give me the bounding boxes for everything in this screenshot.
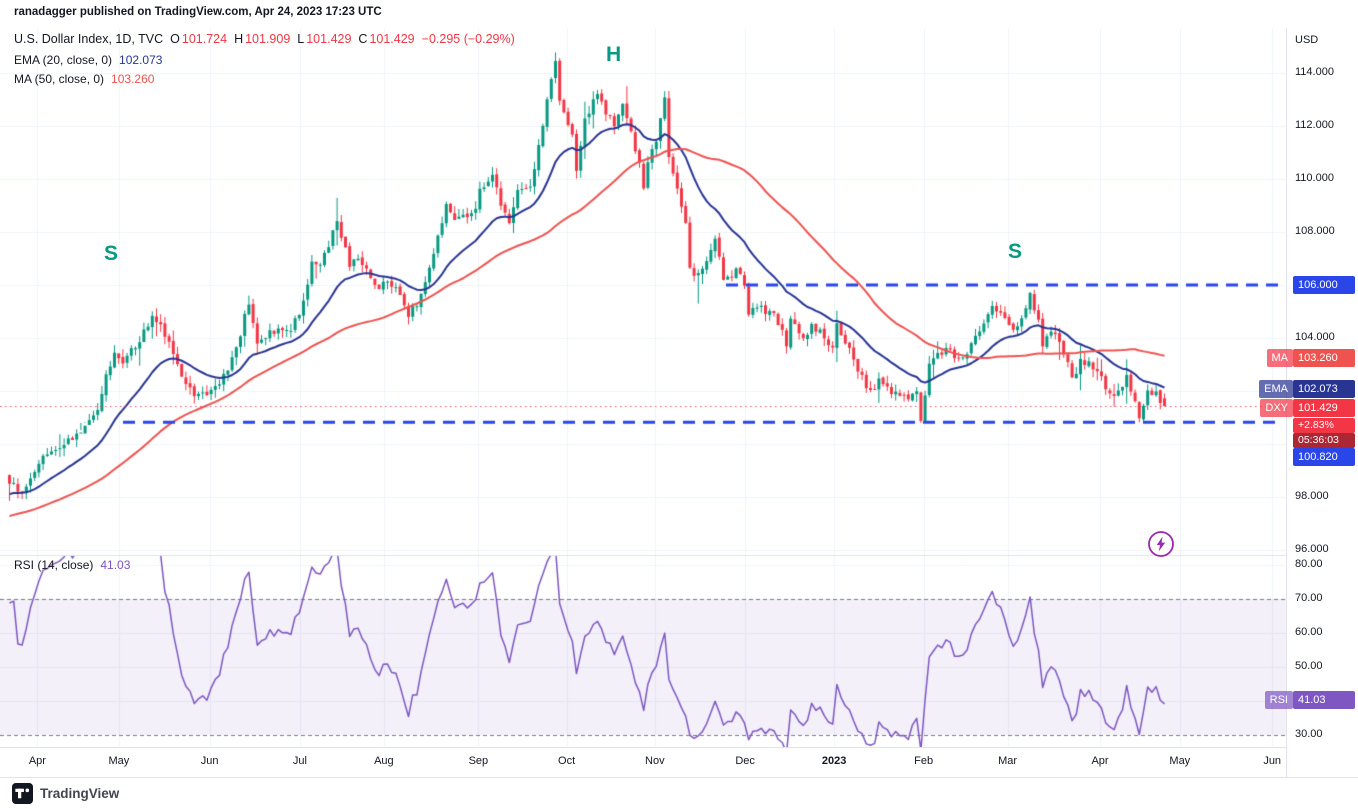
time-tick-label: Jun: [1263, 755, 1282, 767]
dxy-axis-name: DXY: [1260, 399, 1293, 417]
price-tick-label: 104.000: [1295, 331, 1335, 344]
time-tick-label: Sep: [468, 755, 489, 767]
price-tick-label: 98.000: [1295, 490, 1329, 503]
tradingview-logo[interactable]: TradingView: [12, 783, 119, 804]
ma-legend-value: 103.260: [111, 72, 155, 86]
price-tick-label: 96.000: [1295, 543, 1329, 556]
time-tick-label: May: [108, 755, 130, 767]
rsi-axis-name: RSI: [1264, 691, 1293, 709]
level-106-axis-label: 106.000: [1293, 276, 1355, 294]
time-tick-label: Dec: [735, 755, 755, 767]
symbol-legend[interactable]: U.S. Dollar Index, 1D, TVC O 101.724 H 101…: [14, 32, 515, 46]
time-tick-label: Aug: [374, 755, 394, 767]
price-tick-label: 114.000: [1295, 66, 1334, 79]
time-axis[interactable]: Apr May Jun Jul Aug Sep Oct Nov Dec 2023 Feb Mar Apr…: [0, 747, 1286, 778]
rsi-legend-label: RSI (14, close): [14, 558, 94, 572]
countdown-axis-label: 05:36:03: [1293, 433, 1355, 448]
time-tick-label: May: [1169, 755, 1191, 767]
ema-legend-label: EMA (20, close, 0): [14, 53, 113, 67]
time-tick-label: Jul: [292, 755, 307, 767]
main-chart-canvas[interactable]: [0, 28, 1286, 747]
annotation-left-shoulder[interactable]: S: [104, 242, 119, 265]
ohlc-open: O 101.724: [170, 32, 228, 46]
time-tick-label: Oct: [558, 755, 576, 767]
ma-legend[interactable]: MA (50, close, 0) 103.260: [14, 72, 154, 86]
annotation-right-shoulder[interactable]: S: [1008, 240, 1023, 263]
dxy-change-axis-label: +2.83%: [1293, 418, 1355, 433]
ma-axis-label: MA 103.260: [1266, 349, 1355, 367]
time-tick-label: Apr: [1091, 755, 1109, 767]
price-tick-label: 110.000: [1295, 172, 1334, 185]
axis-currency-label: USD: [1295, 34, 1319, 46]
rsi-legend[interactable]: RSI (14, close) 41.03: [14, 558, 130, 572]
dxy-axis-value: 101.429: [1293, 399, 1355, 417]
tradingview-logo-mark: [12, 783, 33, 804]
ma-legend-label: MA (50, close, 0): [14, 72, 105, 86]
rsi-tick-label: 70.00: [1295, 591, 1323, 604]
annotation-head[interactable]: H: [606, 43, 622, 66]
ohlc-low: L 101.429: [297, 32, 352, 46]
price-tick-label: 112.000: [1295, 119, 1334, 132]
brand-name: TradingView: [40, 786, 120, 801]
ema-axis-label: EMA 102.073: [1259, 380, 1355, 398]
ema-legend[interactable]: EMA (20, close, 0) 102.073: [14, 53, 162, 67]
rsi-tick-label: 50.00: [1295, 659, 1323, 672]
time-tick-label: Nov: [645, 755, 665, 767]
time-tick-label: Apr: [28, 755, 46, 767]
rsi-axis-value: 41.03: [1293, 691, 1355, 709]
bottom-toolbar: TradingView: [0, 777, 1358, 809]
dxy-price-axis-label: DXY 101.429: [1260, 399, 1355, 417]
ma-axis-name: MA: [1266, 349, 1293, 367]
attribution-text: ranadagger published on TradingView.com,…: [14, 6, 382, 18]
time-tick-label: Feb: [914, 755, 934, 767]
rsi-axis-label: RSI 41.03: [1264, 691, 1355, 709]
lightning-icon[interactable]: [1147, 530, 1175, 558]
rsi-tick-label: 30.00: [1295, 727, 1323, 740]
time-tick-label: 2023: [821, 755, 847, 767]
price-tick-label: 108.000: [1295, 225, 1335, 238]
rsi-tick-label: 60.00: [1295, 625, 1323, 638]
rsi-legend-value: 41.03: [100, 558, 131, 572]
ohlc-high: H 101.909: [234, 32, 291, 46]
time-tick-label: Mar: [998, 755, 1018, 767]
time-tick-label: Jun: [200, 755, 219, 767]
ema-axis-name: EMA: [1259, 380, 1293, 398]
ema-axis-value: 102.073: [1293, 380, 1355, 398]
level-100820-axis-label: 100.820: [1293, 448, 1355, 466]
rsi-tick-label: 80.00: [1295, 557, 1323, 570]
symbol-title: U.S. Dollar Index, 1D, TVC: [14, 32, 164, 46]
ohlc-change: −0.295 (−0.29%): [421, 32, 515, 46]
ohlc-close: C 101.429: [358, 32, 415, 46]
ema-legend-value: 102.073: [119, 53, 163, 67]
ma-axis-value: 103.260: [1293, 349, 1355, 367]
